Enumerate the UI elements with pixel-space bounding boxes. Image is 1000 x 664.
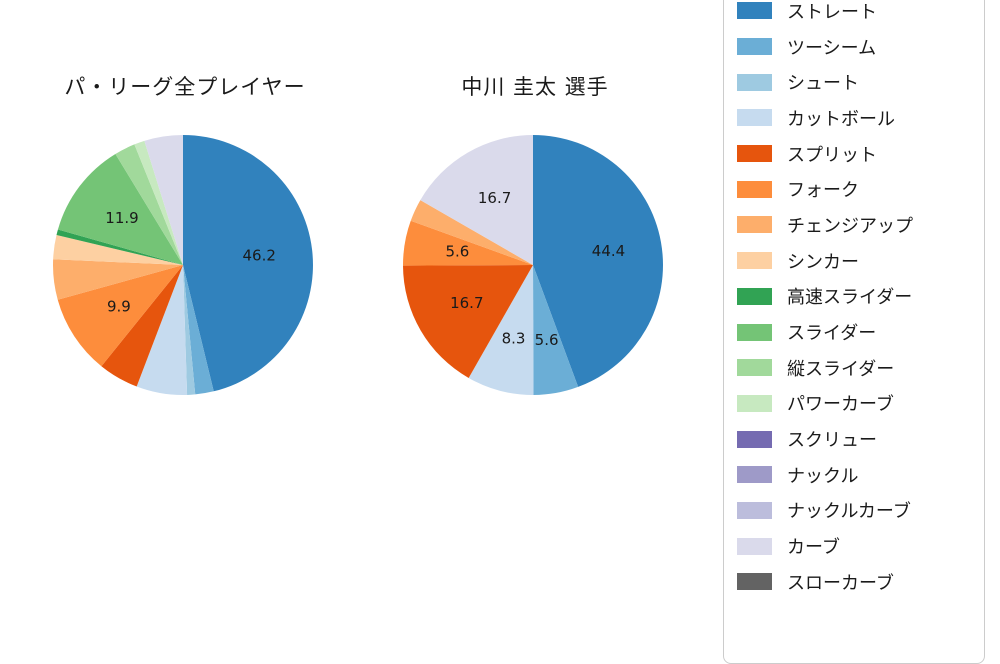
- pie-slice: [134, 140, 183, 265]
- legend-item-label: シンカー: [787, 251, 859, 273]
- legend-color-swatch: [737, 216, 772, 234]
- right-pie-title: 中川 圭太 選手: [461, 75, 609, 99]
- pie-slice: [144, 135, 183, 265]
- pie-percent-label: 11.9: [105, 209, 138, 227]
- pie-percent-label: 5.6: [535, 331, 559, 349]
- pie-percent-label: 8.3: [502, 330, 526, 348]
- legend-item-label: フォーク: [787, 180, 859, 202]
- pie-slice: [183, 135, 313, 392]
- legend-color-swatch: [737, 38, 772, 56]
- legend-item-label: カーブ: [787, 537, 840, 559]
- pie-percent-label: 5.6: [445, 242, 469, 260]
- pie-slice: [410, 200, 533, 265]
- legend-color-swatch: [737, 109, 772, 127]
- legend-item-label: スクリュー: [787, 430, 877, 452]
- pie-slice: [183, 265, 196, 395]
- legend-item: カーブ: [737, 528, 984, 564]
- legend-item-label: ストレート: [787, 1, 877, 23]
- legend-item: スクリュー: [737, 421, 984, 457]
- pie-slice: [403, 265, 533, 378]
- legend-item-label: カットボール: [787, 108, 895, 130]
- legend-color-swatch: [737, 573, 772, 591]
- legend-item-label: スライダー: [787, 323, 877, 345]
- legend-color-swatch: [737, 252, 772, 270]
- legend-item: スプリット: [737, 136, 984, 172]
- pie-percent-label: 16.7: [450, 294, 483, 312]
- legend-color-swatch: [737, 73, 772, 91]
- legend-item: パワーカーブ: [737, 386, 984, 422]
- legend-item: シンカー: [737, 243, 984, 279]
- legend-item-label: チェンジアップ: [787, 215, 913, 237]
- legend-color-swatch: [737, 430, 772, 448]
- legend-item: ナックルカーブ: [737, 493, 984, 529]
- legend-item: ナックル: [737, 457, 984, 493]
- pie-slice: [53, 235, 183, 265]
- legend-item-label: パワーカーブ: [787, 394, 894, 416]
- pie-slice: [115, 144, 183, 265]
- pie-percent-label: 16.7: [478, 189, 511, 207]
- legend-color-swatch: [737, 180, 772, 198]
- pie-slice: [533, 265, 579, 395]
- legend-color-swatch: [737, 537, 772, 555]
- legend-item: シュート: [737, 64, 984, 100]
- legend-color-swatch: [737, 287, 772, 305]
- legend-item-label: スプリット: [787, 144, 877, 166]
- pie-slice: [57, 265, 183, 367]
- pie-slice: [136, 265, 188, 396]
- legend-color-swatch: [737, 501, 772, 519]
- legend-color-swatch: [737, 359, 772, 377]
- pie-percent-label: 44.4: [592, 242, 625, 260]
- legend-item-label: ナックルカーブ: [787, 501, 911, 523]
- legend-item: チェンジアップ: [737, 207, 984, 243]
- legend-item: スライダー: [737, 314, 984, 350]
- legend-color-swatch: [737, 466, 772, 484]
- chart-canvas: パ・リーグ全プレイヤー 中川 圭太 選手 46.2 9.9 11.9 44.4 5.6 8…: [53, 0, 985, 664]
- pie-slice: [53, 259, 183, 300]
- legend-item-label: 高速スライダー: [787, 287, 913, 309]
- pie-percent-label: 9.9: [107, 298, 131, 316]
- pie-slice: [101, 265, 183, 387]
- pitch-type-legend: ストレート ツーシーム シュート カットボール スプリット フォーク チェンジア…: [723, 0, 985, 664]
- pie-slice: [533, 135, 663, 387]
- legend-item: ストレート: [737, 0, 984, 29]
- pie-slice: [402, 220, 533, 266]
- legend-color-swatch: [737, 2, 772, 20]
- legend-item: 高速スライダー: [737, 279, 984, 315]
- pie-slice: [57, 153, 183, 265]
- pie-charts-svg: 46.2 9.9 11.9 44.4 5.6 8.3 16.7 5.6 16.7: [53, 135, 663, 396]
- legend-color-swatch: [737, 323, 772, 341]
- legend-item: スローカーブ: [737, 564, 984, 600]
- legend-color-swatch: [737, 145, 772, 163]
- pie-slice: [468, 265, 534, 396]
- legend-item-label: スローカーブ: [787, 572, 894, 594]
- legend-item: 縦スライダー: [737, 350, 984, 386]
- legend-item: カットボール: [737, 100, 984, 136]
- pie-slice: [183, 265, 214, 395]
- pie-percent-label: 46.2: [242, 246, 275, 264]
- legend-item: フォーク: [737, 171, 984, 207]
- legend-item-label: 縦スライダー: [787, 358, 895, 380]
- legend-item-label: シュート: [787, 73, 859, 95]
- pie-slice: [420, 135, 533, 265]
- legend-item: ツーシーム: [737, 29, 984, 65]
- legend-item-label: ツーシーム: [787, 37, 877, 59]
- left-pie-title: パ・リーグ全プレイヤー: [64, 75, 306, 99]
- legend-item-label: ナックル: [787, 465, 859, 487]
- pie-slice: [56, 229, 183, 265]
- legend-color-swatch: [737, 394, 772, 412]
